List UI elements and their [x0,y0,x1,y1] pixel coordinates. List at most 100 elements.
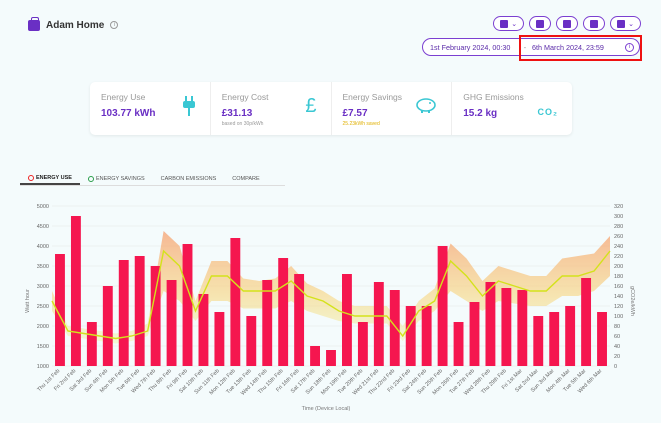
bar [421,306,432,366]
tab-energy-savings[interactable]: ENERGY SAVINGS [80,172,153,185]
file-button[interactable]: ⌄ [493,16,525,31]
grid-icon [590,19,599,28]
y-tick-label: 3000 [37,284,49,290]
bar [86,322,97,366]
date-start[interactable]: 1st February 2024, 00:30 [430,42,511,52]
y2-tick-label: 60 [614,334,620,340]
bar [581,278,592,366]
bar [357,322,368,366]
bar [405,306,416,366]
bar [278,258,289,366]
stat-label: Energy Cost [221,92,269,102]
calendar-button[interactable] [556,16,579,31]
piggy-bank-icon [415,96,437,118]
date-range-picker[interactable]: 1st February 2024, 00:30 - 6th March 202… [422,38,640,56]
y2-tick-label: 80 [614,324,620,330]
y-tick-label: 5000 [37,204,49,210]
y2-axis-label: gCO2e/kWh [629,286,635,316]
bar [134,256,145,366]
bar [549,312,560,366]
bar [102,286,113,366]
bar [501,288,512,366]
tab-energy-use[interactable]: ENERGY USE [20,172,80,185]
y-tick-label: 4000 [37,244,49,250]
y2-tick-label: 200 [614,264,623,270]
savings-icon [87,175,94,182]
stat-energy-cost: Energy Cost £31.13 based on 30p/kWh £ [211,82,332,135]
y-tick-label: 4500 [37,224,49,230]
y-tick-label: 1500 [37,344,49,350]
stat-ghg-emissions: GHG Emissions 15.2 kg CO₂ [452,82,572,135]
y2-tick-label: 280 [614,224,623,230]
bar [326,350,336,366]
date-separator: - [523,42,527,52]
tab-compare[interactable]: COMPARE [224,172,267,185]
stat-energy-savings: Energy Savings £7.57 25.23kWh saved [332,82,453,135]
bar [565,306,576,366]
y2-tick-label: 20 [614,354,620,360]
bar [55,254,65,366]
stat-value: 15.2 kg [463,108,498,119]
bar [485,282,496,366]
bar [373,282,384,366]
bar [453,322,464,366]
bar [166,280,177,366]
stat-value: £7.57 [342,108,368,119]
header: Adam Home i [28,14,119,36]
y2-tick-label: 180 [614,274,623,280]
tab-carbon-emissions[interactable]: CARBON EMISSIONS [153,172,225,185]
home-icon [28,16,40,31]
grid-button[interactable] [583,16,606,31]
bar [469,302,480,366]
y2-tick-label: 240 [614,244,623,250]
y2-tick-label: 120 [614,304,623,310]
tab-label: ENERGY SAVINGS [95,175,145,182]
bar [118,260,129,366]
stat-sub: based on 30p/kWh [221,121,264,127]
tab-label: COMPARE [232,175,260,182]
y2-tick-label: 160 [614,284,623,290]
y2-tick-label: 300 [614,214,623,220]
stat-value: £31.13 [221,108,253,119]
chevron-down-icon: ⌄ [628,20,634,28]
stats-panel: Energy Use 103.77 kWh Energy Cost £31.13… [90,82,572,135]
bar [294,274,305,366]
bar [262,280,273,366]
y2-tick-label: 0 [614,364,617,370]
stat-sub: 25.23kWh saved [342,121,380,127]
bar [342,274,352,366]
gear-icon [617,19,626,28]
emissions-line [51,249,611,340]
people-button[interactable] [529,16,552,31]
people-icon [536,19,545,28]
chevron-down-icon: ⌄ [511,20,518,28]
y-tick-label: 2000 [37,324,49,330]
bar [150,266,161,366]
bar [533,316,544,366]
bar [437,246,448,366]
bar [70,216,81,366]
energy-chart: 1000 1500 2000 2500 3000 3500 4000 4500 5000 0 20… [25,204,635,412]
info-icon[interactable]: i [110,21,119,29]
tab-label: CARBON EMISSIONS [160,175,217,182]
file-icon [500,19,509,28]
stat-label: Energy Use [101,92,146,102]
bar [597,312,607,366]
bar [517,290,528,366]
toolbar: ⌄ ⌄ [493,16,641,31]
date-info-icon[interactable]: i [625,43,634,52]
stat-energy-use: Energy Use 103.77 kWh [90,82,211,135]
bar [214,312,225,366]
y2-tick-label: 320 [614,204,623,210]
x-axis-label: Time (Device Local) [302,406,351,412]
bar [182,244,193,366]
highlight-box [519,35,642,61]
settings-button[interactable]: ⌄ [610,16,641,31]
y-axis-label: Watt hour [25,289,31,313]
y2-tick-label: 220 [614,254,623,260]
y2-tick-label: 100 [614,314,623,320]
bar [198,294,209,366]
tab-label: ENERGY USE [36,174,72,181]
date-end[interactable]: 6th March 2024, 23:59 [532,42,604,52]
bar [389,290,400,366]
